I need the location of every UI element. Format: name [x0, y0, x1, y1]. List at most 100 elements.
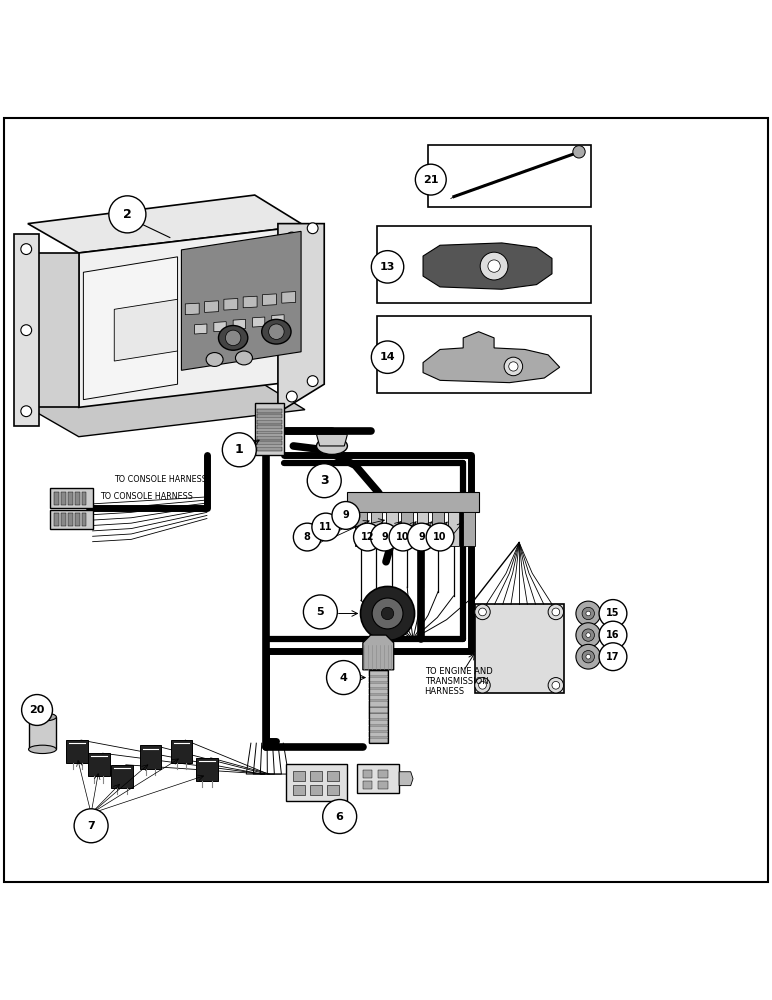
Text: 15: 15 — [606, 608, 620, 618]
FancyBboxPatch shape — [257, 420, 282, 424]
Circle shape — [381, 607, 394, 620]
Polygon shape — [317, 434, 347, 446]
Text: 2: 2 — [123, 208, 132, 221]
FancyBboxPatch shape — [257, 414, 282, 418]
Polygon shape — [355, 512, 367, 546]
Text: 7: 7 — [87, 821, 95, 831]
FancyBboxPatch shape — [257, 436, 282, 440]
Text: 9: 9 — [418, 532, 425, 542]
Text: TO ENGINE AND: TO ENGINE AND — [425, 667, 493, 676]
Circle shape — [22, 695, 52, 725]
Circle shape — [371, 341, 404, 373]
FancyBboxPatch shape — [327, 785, 339, 795]
FancyBboxPatch shape — [369, 738, 388, 743]
Circle shape — [323, 800, 357, 834]
FancyBboxPatch shape — [61, 492, 66, 505]
Polygon shape — [224, 299, 238, 310]
Polygon shape — [399, 772, 413, 786]
Circle shape — [573, 146, 585, 158]
Circle shape — [475, 678, 490, 693]
Text: 21: 21 — [423, 175, 438, 185]
Circle shape — [222, 433, 256, 467]
Text: 20: 20 — [29, 705, 45, 715]
Polygon shape — [448, 512, 459, 546]
Polygon shape — [401, 512, 413, 546]
Text: TO CONSOLE HARNESS: TO CONSOLE HARNESS — [100, 492, 193, 501]
Circle shape — [307, 376, 318, 387]
FancyBboxPatch shape — [363, 770, 372, 778]
Circle shape — [371, 251, 404, 283]
FancyBboxPatch shape — [327, 771, 339, 781]
Polygon shape — [272, 315, 284, 325]
Polygon shape — [114, 299, 178, 361]
FancyBboxPatch shape — [255, 403, 284, 455]
Text: 4: 4 — [340, 673, 347, 683]
Text: 13: 13 — [380, 262, 395, 272]
Polygon shape — [195, 324, 207, 334]
Circle shape — [599, 600, 627, 627]
Circle shape — [504, 357, 523, 376]
Ellipse shape — [235, 351, 252, 365]
Circle shape — [332, 502, 360, 529]
FancyBboxPatch shape — [428, 145, 591, 207]
Polygon shape — [432, 512, 444, 546]
Polygon shape — [386, 512, 398, 546]
FancyBboxPatch shape — [54, 492, 59, 505]
FancyBboxPatch shape — [50, 488, 93, 508]
Circle shape — [509, 362, 518, 371]
Polygon shape — [205, 301, 218, 312]
FancyBboxPatch shape — [286, 764, 347, 801]
Polygon shape — [66, 740, 88, 763]
Polygon shape — [79, 226, 305, 407]
Ellipse shape — [262, 319, 291, 344]
Polygon shape — [185, 303, 199, 315]
Circle shape — [576, 623, 601, 647]
FancyBboxPatch shape — [293, 785, 305, 795]
Circle shape — [371, 523, 398, 551]
Circle shape — [479, 681, 486, 689]
Polygon shape — [171, 740, 192, 763]
Circle shape — [307, 464, 341, 498]
FancyBboxPatch shape — [363, 781, 372, 789]
FancyBboxPatch shape — [310, 771, 322, 781]
FancyBboxPatch shape — [357, 764, 399, 793]
Polygon shape — [243, 296, 257, 308]
Text: 10: 10 — [396, 532, 410, 542]
Text: TO CONSOLE HARNESS: TO CONSOLE HARNESS — [114, 475, 207, 484]
Circle shape — [286, 391, 297, 402]
Polygon shape — [181, 231, 301, 370]
FancyBboxPatch shape — [82, 513, 86, 526]
Circle shape — [361, 586, 415, 641]
Text: 11: 11 — [319, 522, 333, 532]
FancyBboxPatch shape — [377, 226, 591, 303]
Text: 16: 16 — [606, 630, 620, 640]
Circle shape — [582, 629, 594, 641]
Ellipse shape — [317, 437, 347, 454]
FancyBboxPatch shape — [369, 732, 388, 737]
Ellipse shape — [218, 326, 248, 350]
Circle shape — [21, 406, 32, 417]
Circle shape — [488, 260, 500, 272]
FancyBboxPatch shape — [369, 707, 388, 713]
Polygon shape — [423, 332, 560, 383]
Polygon shape — [28, 195, 305, 253]
Circle shape — [599, 621, 627, 649]
Polygon shape — [233, 319, 245, 329]
Text: 17: 17 — [606, 652, 620, 662]
Circle shape — [303, 595, 337, 629]
Circle shape — [599, 643, 627, 671]
FancyBboxPatch shape — [369, 701, 388, 707]
Circle shape — [576, 601, 601, 626]
FancyBboxPatch shape — [369, 713, 388, 719]
Text: 10: 10 — [433, 532, 447, 542]
Polygon shape — [463, 512, 475, 546]
FancyBboxPatch shape — [369, 695, 388, 700]
Circle shape — [74, 809, 108, 843]
FancyBboxPatch shape — [50, 510, 93, 529]
Text: 1: 1 — [235, 443, 244, 456]
Circle shape — [552, 608, 560, 616]
Text: 12: 12 — [361, 532, 374, 542]
Polygon shape — [28, 379, 305, 437]
Circle shape — [312, 513, 340, 541]
Circle shape — [548, 604, 564, 620]
